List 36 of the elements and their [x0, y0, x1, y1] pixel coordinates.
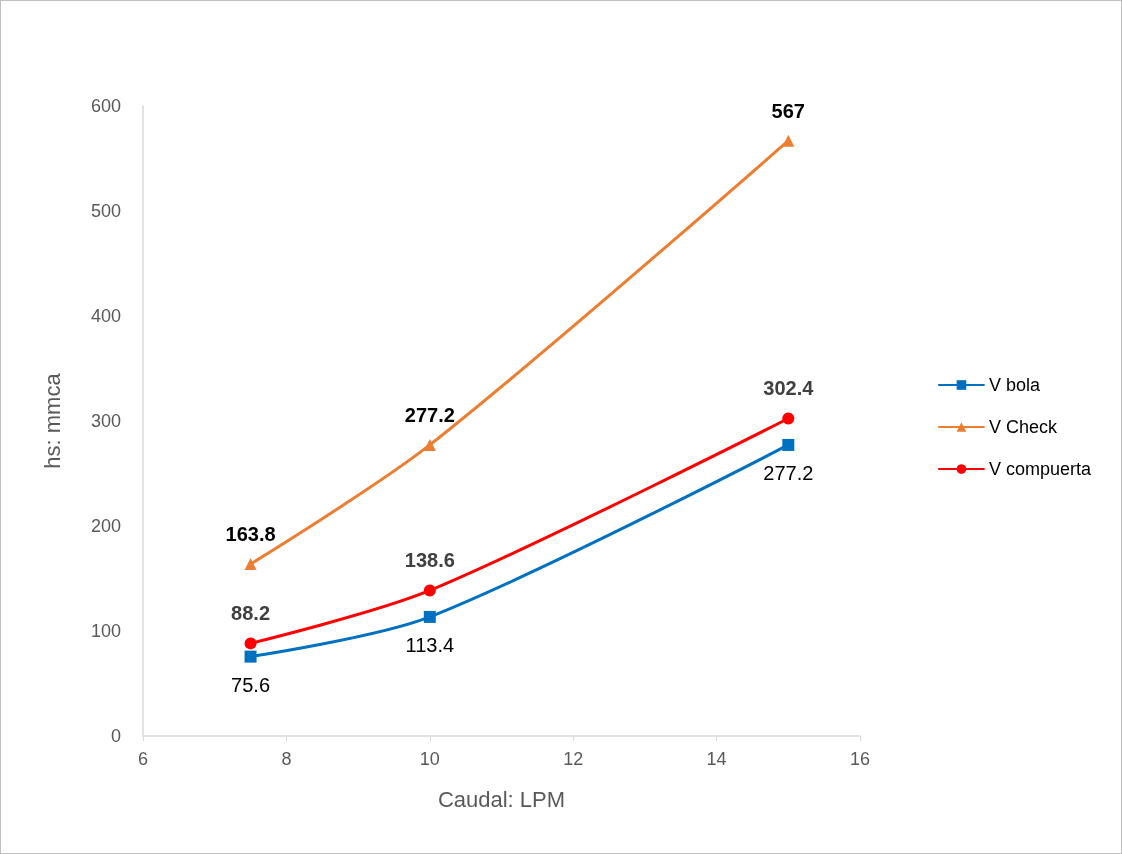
point [782, 412, 795, 425]
y-tick-label: 500 [90, 201, 121, 221]
x-tick-label: 10 [419, 749, 440, 769]
point [782, 438, 795, 451]
y-axis-title: hs: mmca [39, 372, 65, 469]
x-tick-label: 6 [137, 749, 149, 769]
data-label: 138.6 [404, 549, 455, 572]
data-label: 88.2 [231, 602, 271, 625]
data-label: 567 [771, 99, 805, 122]
data-label: 277.2 [763, 461, 814, 484]
x-axis-title: Caudal: LPM [437, 786, 566, 812]
y-tick-label: 0 [110, 726, 121, 746]
data-label: 75.6 [231, 673, 271, 696]
y-tick-label: 400 [90, 306, 121, 326]
y-tick-label: 300 [90, 411, 121, 431]
point [782, 134, 795, 147]
x-tick-label: 14 [706, 749, 727, 769]
x-tick-label: 12 [563, 749, 584, 769]
legend-label: V Check [988, 417, 1058, 437]
point [423, 584, 436, 597]
data-label: 113.4 [405, 633, 455, 656]
point [244, 558, 257, 571]
point [244, 650, 257, 663]
point [423, 610, 436, 623]
legend-label: V bola [988, 375, 1041, 395]
x-tick-label: 8 [281, 749, 292, 769]
data-label: 163.8 [225, 523, 276, 546]
y-tick-label: 200 [90, 516, 121, 536]
y-tick-label: 100 [90, 621, 121, 641]
point [244, 637, 257, 650]
x-tick-label: 16 [849, 749, 871, 769]
point [423, 438, 436, 451]
y-tick-label: 600 [90, 96, 121, 116]
legend-label: V compuerta [988, 459, 1092, 479]
data-label: 302.4 [763, 377, 815, 400]
data-label: 277.2 [404, 403, 455, 426]
